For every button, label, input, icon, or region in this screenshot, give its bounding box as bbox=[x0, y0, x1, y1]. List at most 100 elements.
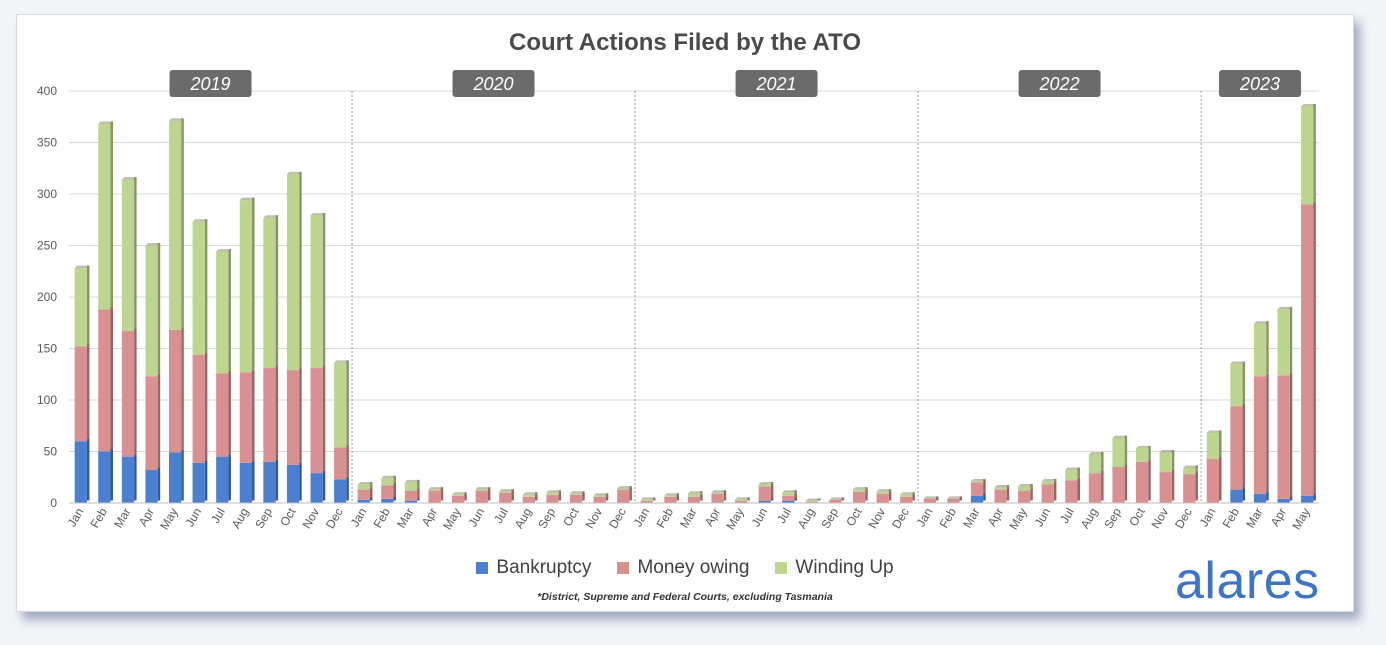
bar-side-money-owing bbox=[275, 365, 279, 460]
bar-segment-money-owing bbox=[994, 489, 1007, 503]
x-tick-label: Feb bbox=[1220, 505, 1243, 530]
bar-top-cap bbox=[1088, 452, 1104, 455]
bar-segment-money-owing bbox=[334, 447, 347, 480]
bar-segment-money-owing bbox=[404, 490, 418, 501]
bar-segment-money-owing bbox=[805, 501, 819, 503]
bar-side-money-owing bbox=[1077, 477, 1080, 501]
bar-segment-money-owing bbox=[640, 500, 653, 503]
x-tick-label: Jun bbox=[183, 506, 205, 530]
stacked-bar-chart: 0 50 100 150 200 250 300 350 400 2019 2020 2021 2022… bbox=[37, 70, 1319, 533]
legend-swatch-bankruptcy bbox=[476, 562, 489, 574]
bar-segment-winding-up bbox=[711, 492, 724, 494]
x-tick-label: Mar bbox=[677, 506, 699, 531]
bar-side-winding-up bbox=[299, 171, 302, 368]
x-tick-label: Sep bbox=[1101, 505, 1124, 531]
bar-segment-bankruptcy bbox=[216, 456, 229, 503]
y-tick-label: 100 bbox=[37, 393, 57, 407]
bar-segment-money-owing bbox=[782, 495, 795, 501]
legend-item-winding-up: Winding Up bbox=[775, 557, 894, 579]
bar-segment-money-owing bbox=[1159, 472, 1172, 503]
x-tick-label: Dec bbox=[1172, 506, 1195, 531]
bar-segment-winding-up bbox=[499, 491, 512, 493]
bar-segment-winding-up bbox=[1277, 309, 1290, 376]
bar-side-bankruptcy bbox=[157, 467, 161, 501]
bar-segment-money-owing bbox=[263, 368, 276, 462]
bar-segment-winding-up bbox=[216, 251, 229, 374]
bar-side-winding-up bbox=[134, 177, 137, 329]
bar-segment-money-owing bbox=[1112, 466, 1125, 503]
legend-swatch-money-owing bbox=[617, 562, 630, 574]
x-tick-label: Oct bbox=[1126, 505, 1148, 529]
bar-segment-money-owing bbox=[74, 346, 87, 442]
legend-label-money-owing: Money owing bbox=[637, 557, 750, 578]
bar-side-winding-up bbox=[110, 121, 114, 307]
bar-side-money-owing bbox=[794, 493, 797, 499]
x-tick-label: Apr bbox=[1268, 506, 1289, 529]
x-tick-label: Jun bbox=[466, 506, 488, 530]
bar-top-cap bbox=[782, 490, 797, 493]
bar-segment-winding-up bbox=[121, 179, 135, 331]
y-tick-label: 200 bbox=[37, 290, 57, 304]
bar-segment-money-owing bbox=[522, 496, 536, 503]
bar-segment-money-owing bbox=[1065, 480, 1078, 503]
bar-segment-bankruptcy bbox=[970, 495, 984, 503]
bar-segment-bankruptcy bbox=[121, 456, 135, 503]
bar-side-money-owing bbox=[1101, 470, 1104, 501]
x-tick-label: May bbox=[723, 506, 746, 533]
x-tick-label: Jan bbox=[1197, 506, 1219, 530]
bar-side-winding-up bbox=[204, 219, 208, 353]
x-tick-label: Feb bbox=[371, 505, 394, 530]
x-tick-label: Mar bbox=[1243, 506, 1265, 531]
x-tick-label: Mar bbox=[111, 506, 133, 531]
x-tick-label: Feb bbox=[654, 505, 677, 530]
bar-segment-bankruptcy bbox=[239, 462, 253, 503]
x-tick-label: Jan bbox=[914, 506, 936, 530]
bar-segment-money-owing bbox=[169, 329, 182, 453]
bar-side-bankruptcy bbox=[252, 460, 255, 501]
bar-segment-bankruptcy bbox=[381, 498, 394, 503]
x-tick-label: Oct bbox=[843, 505, 865, 529]
bar-side-winding-up bbox=[1124, 435, 1128, 465]
bar-top-cap bbox=[852, 487, 868, 490]
x-tick-label: Jul bbox=[208, 506, 228, 526]
bar-top-cap bbox=[499, 489, 514, 492]
bar-side-money-owing bbox=[1195, 471, 1198, 501]
bar-segment-winding-up bbox=[239, 200, 253, 373]
bar-segment-winding-up bbox=[1230, 363, 1243, 407]
bar-side-money-owing bbox=[157, 373, 161, 468]
bar-segment-money-owing bbox=[900, 496, 913, 503]
bar-top-cap bbox=[404, 479, 420, 483]
bar-segment-money-owing bbox=[923, 498, 936, 503]
bar-top-cap bbox=[546, 490, 562, 493]
x-tick-label: Mar bbox=[960, 506, 982, 531]
bar-top-cap bbox=[1206, 430, 1222, 433]
bar-top-cap bbox=[711, 490, 727, 493]
x-tick-label: Aug bbox=[229, 506, 252, 531]
bar-top-cap bbox=[947, 496, 963, 499]
bar-segment-money-owing bbox=[1277, 375, 1290, 499]
bar-top-cap bbox=[263, 215, 279, 218]
bar-segment-money-owing bbox=[711, 493, 724, 503]
bar-segment-money-owing bbox=[192, 354, 205, 463]
bar-segment-winding-up bbox=[805, 500, 819, 502]
bar-side-bankruptcy bbox=[86, 438, 90, 501]
bar-segment-money-owing bbox=[546, 494, 559, 503]
bar-side-money-owing bbox=[252, 369, 255, 461]
bar-segment-money-owing bbox=[1088, 473, 1102, 503]
y-tick-label: 300 bbox=[37, 187, 57, 201]
bar-side-winding-up bbox=[1242, 361, 1246, 404]
bar-side-winding-up bbox=[252, 197, 255, 370]
bar-top-cap bbox=[428, 487, 444, 490]
bar-side-money-owing bbox=[1242, 403, 1246, 488]
bar-side-winding-up bbox=[86, 265, 90, 344]
bar-side-money-owing bbox=[1006, 487, 1010, 501]
bar-top-cap bbox=[239, 197, 255, 201]
bar-top-cap bbox=[169, 118, 184, 121]
x-tick-label: Apr bbox=[702, 506, 723, 529]
bar-segment-winding-up bbox=[74, 268, 87, 347]
bar-side-money-owing bbox=[322, 365, 326, 471]
bar-segment-bankruptcy bbox=[357, 499, 370, 503]
bar-side-money-owing bbox=[1313, 201, 1316, 494]
bar-segment-money-owing bbox=[829, 499, 842, 503]
x-tick-label: Jan bbox=[348, 506, 370, 530]
